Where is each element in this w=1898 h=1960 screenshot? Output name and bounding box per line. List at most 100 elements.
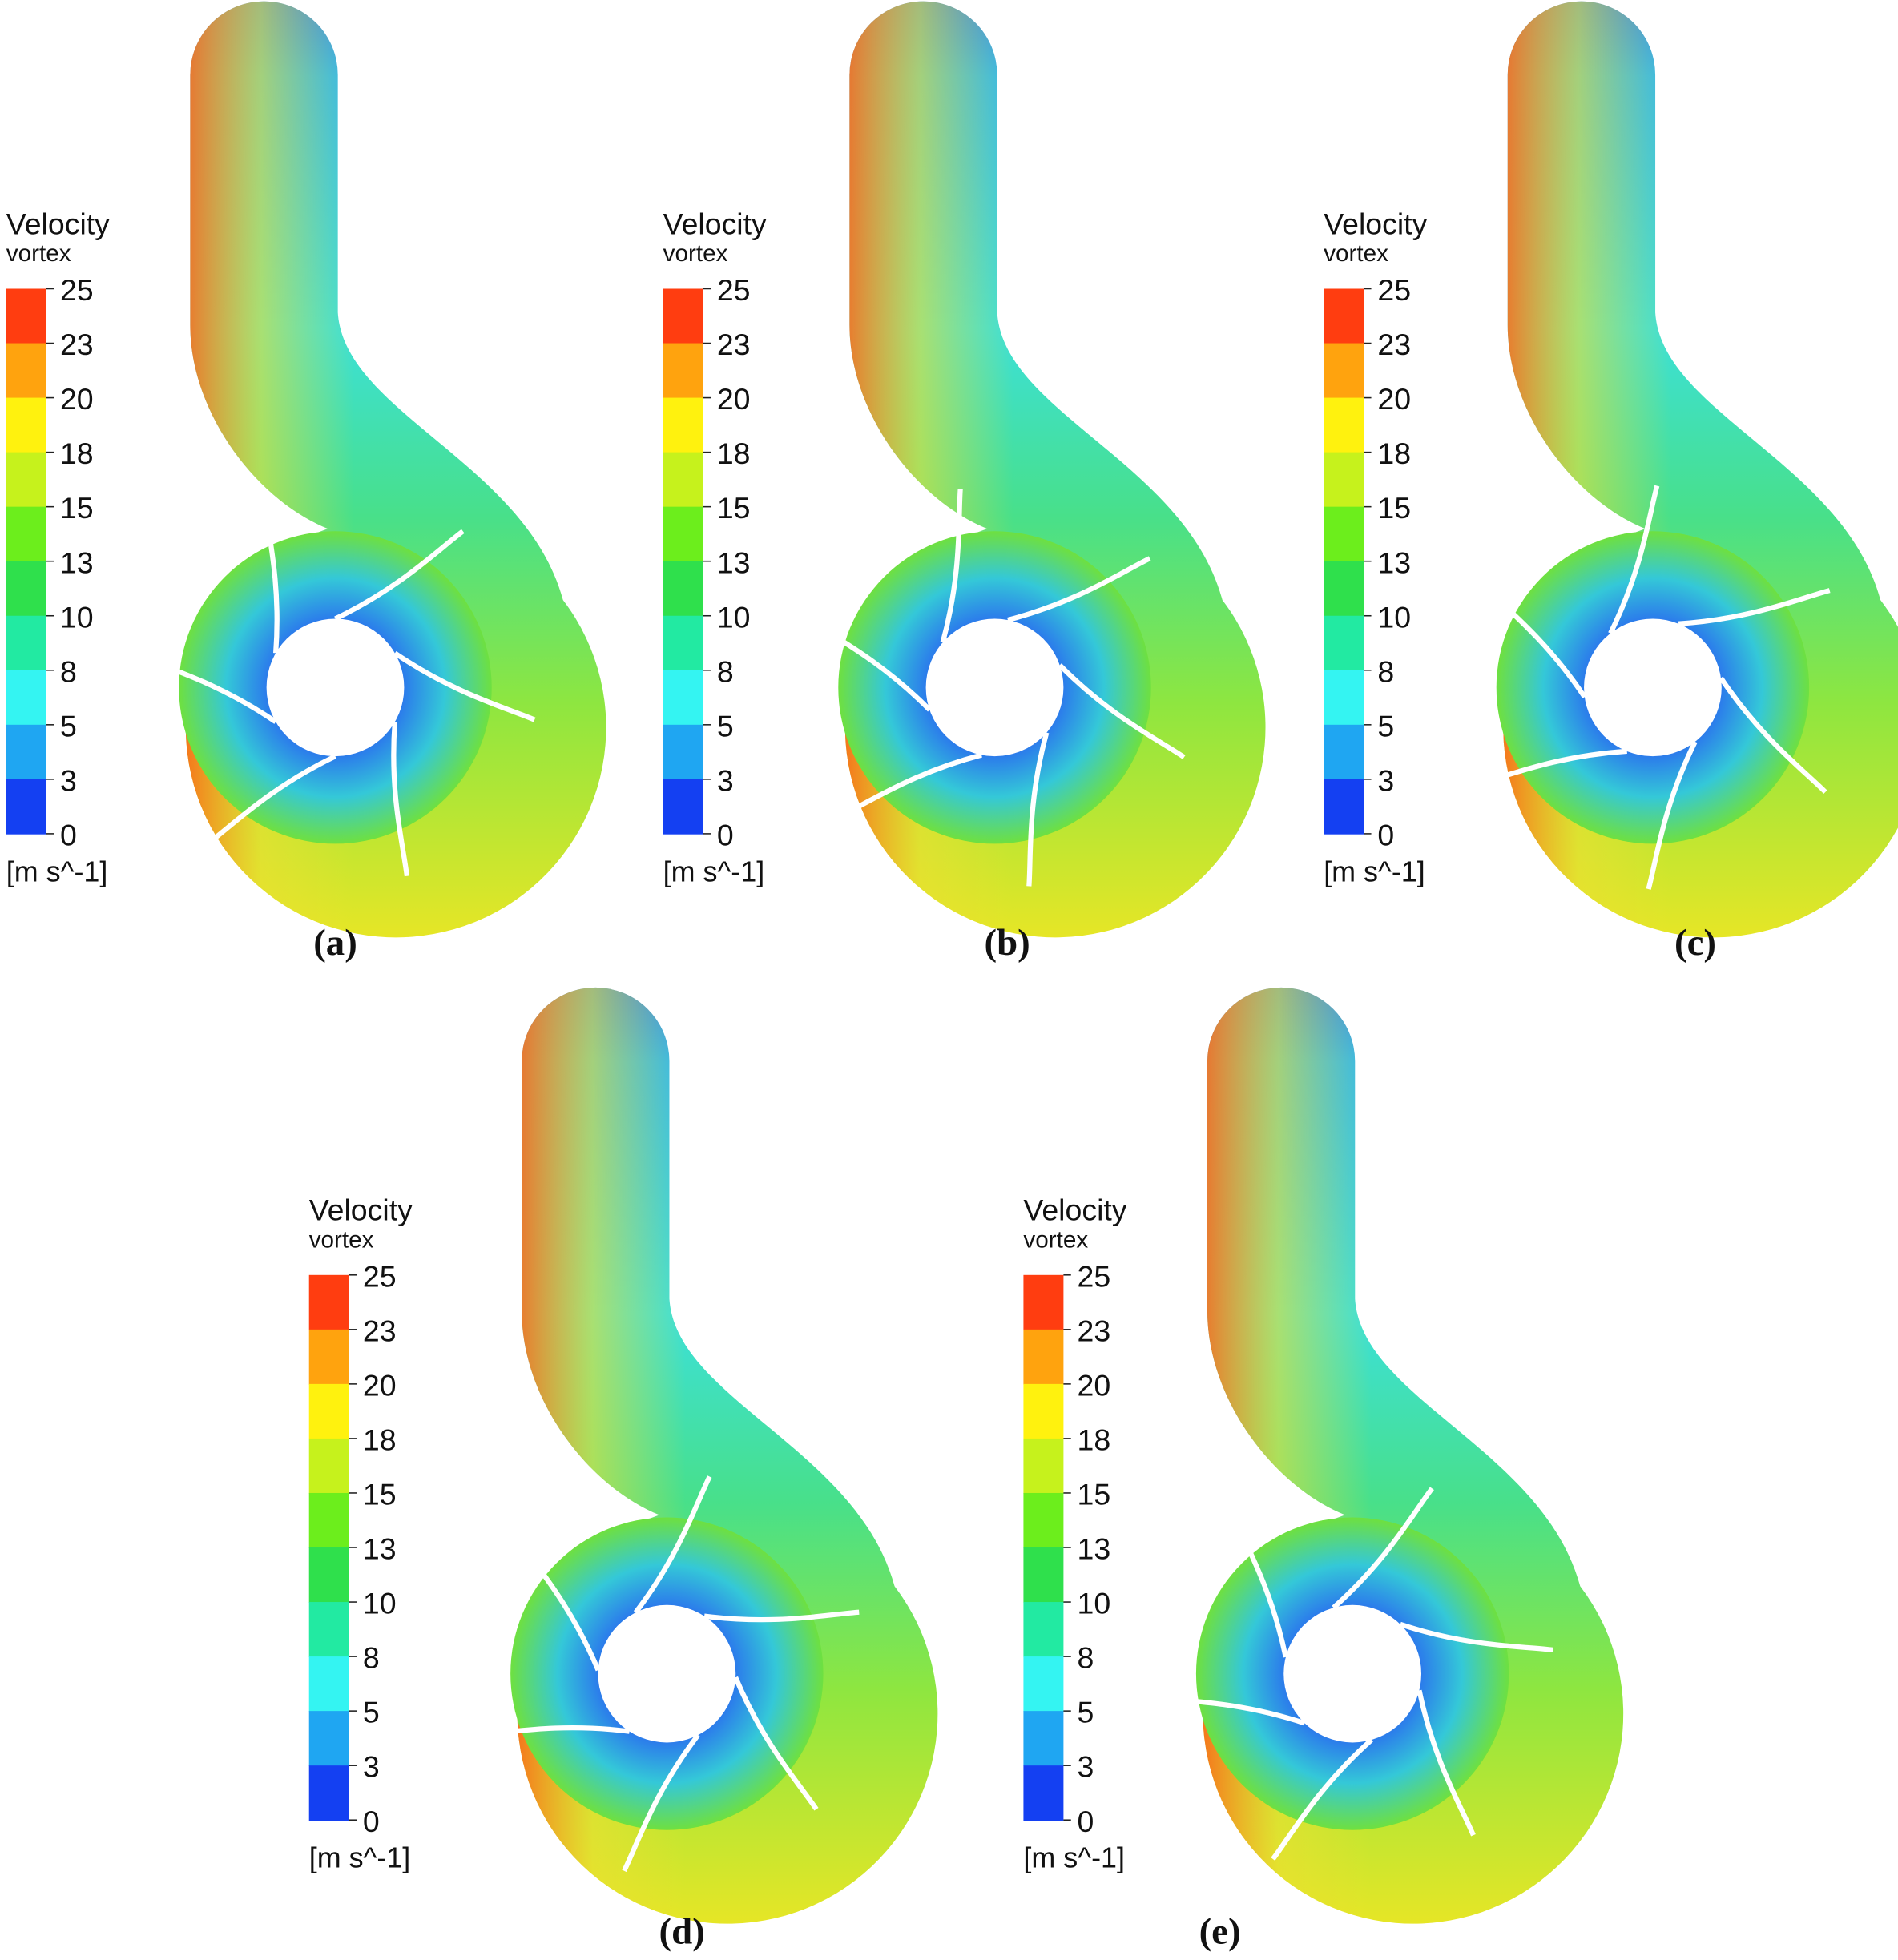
colorbar-segment: [663, 670, 703, 726]
colorbar-tick-label: 20: [60, 382, 94, 416]
blade: [622, 1733, 700, 1873]
colorbar-tick-label: 18: [717, 437, 751, 470]
colorbar-tick-label: 25: [60, 273, 94, 307]
colorbar-segment: [308, 1492, 349, 1548]
colorbar-tick-label: 5: [1078, 1696, 1094, 1729]
blade: [1007, 556, 1151, 623]
colorbar-tick-label: 15: [60, 491, 94, 525]
colorbar-segment: [308, 1274, 349, 1330]
colorbar-segment: [663, 561, 703, 617]
colorbar-segment: [1324, 397, 1364, 453]
colorbar-tick-label: 10: [60, 600, 94, 634]
legend-title: Velocity: [1023, 1193, 1126, 1227]
blade: [1058, 663, 1186, 759]
colorbar-tick-label: 13: [363, 1532, 397, 1566]
colorbar-tick-label: 15: [1377, 491, 1411, 525]
colorbar-segment: [663, 724, 703, 780]
colorbar-tick-label: 5: [717, 709, 734, 743]
blade: [1399, 1621, 1553, 1652]
blade: [633, 1475, 712, 1615]
legend-unit: [m s^-1]: [1023, 1842, 1125, 1874]
legend-unit: [m s^-1]: [663, 855, 765, 887]
legend-subtitle: vortex: [6, 240, 71, 267]
colorbar-tick-label: 3: [1377, 763, 1394, 797]
legend-title: Velocity: [309, 1193, 413, 1227]
colorbar-segment: [1023, 1274, 1064, 1330]
colorbar-tick-label: 15: [717, 491, 751, 525]
blade: [1416, 1689, 1476, 1837]
colorbar-segment: [1023, 1602, 1064, 1657]
blade: [393, 650, 536, 722]
colorbar-tick-label: 20: [1078, 1368, 1111, 1402]
blade: [804, 615, 932, 712]
colorbar-segment: [6, 506, 46, 562]
colorbar-segment: [6, 561, 46, 617]
colorbar-segment: [1023, 1438, 1064, 1494]
blade: [1719, 676, 1827, 795]
colorbar-segment: [663, 452, 703, 508]
colorbar-segment: [308, 1602, 349, 1657]
legend-subtitle: vortex: [309, 1226, 374, 1253]
blade: [733, 1676, 819, 1811]
colorbar-segment: [1324, 724, 1364, 780]
colorbar-segment: [1023, 1656, 1064, 1712]
colorbar-segment: [308, 1438, 349, 1494]
colorbar-segment: [663, 615, 703, 671]
panel-label: (a): [313, 922, 357, 964]
colorbar-segment: [1023, 1711, 1064, 1766]
panel-label: (b): [984, 922, 1030, 964]
colorbar-segment: [663, 397, 703, 453]
blade: [515, 1536, 601, 1672]
colorbar-segment: [308, 1765, 349, 1821]
colorbar-tick-label: 25: [363, 1259, 397, 1293]
blade: [391, 722, 410, 877]
colorbar-tick-label: 3: [1078, 1750, 1094, 1784]
pump-contour: [135, 1, 606, 938]
legend-title: Velocity: [6, 207, 110, 240]
colorbar-tick-label: 23: [1377, 328, 1411, 361]
colorbar-tick-label: 10: [1377, 600, 1411, 634]
blade: [1608, 485, 1660, 635]
colorbar-tick-label: 0: [363, 1805, 380, 1838]
colorbar-segment: [1324, 452, 1364, 508]
colorbar-segment: [6, 670, 46, 726]
colorbar-tick-label: 25: [717, 273, 751, 307]
colorbar-segment: [663, 343, 703, 399]
colorbar-segment: [6, 452, 46, 508]
colorbar-tick-label: 8: [1078, 1641, 1094, 1675]
colorbar-segment: [308, 1656, 349, 1712]
colorbar-tick-label: 8: [60, 654, 77, 688]
blade: [703, 1609, 860, 1623]
panel-label: (d): [659, 1911, 704, 1953]
colorbar-segment: [1023, 1383, 1064, 1439]
colorbar-tick-label: 23: [717, 328, 751, 361]
colorbar-tick-label: 25: [1078, 1259, 1111, 1293]
colorbar-segment: [6, 615, 46, 671]
colorbar-tick-label: 8: [363, 1641, 380, 1675]
blade: [1646, 740, 1698, 890]
blade: [1475, 748, 1627, 787]
legend-unit: [m s^-1]: [6, 855, 108, 887]
blade: [1271, 1737, 1373, 1861]
legend-unit: [m s^-1]: [309, 1842, 411, 1874]
colorbar-segment: [6, 288, 46, 344]
pump-contour: [474, 987, 938, 1924]
legend-title: Velocity: [1324, 207, 1427, 240]
colorbar-tick-label: 18: [60, 437, 94, 470]
colorbar-tick-label: 0: [1078, 1805, 1094, 1838]
colorbar-segment: [1324, 343, 1364, 399]
colorbar-segment: [663, 506, 703, 562]
blade: [474, 1725, 630, 1738]
colorbar-segment: [6, 397, 46, 453]
blade: [135, 653, 277, 724]
colorbar-segment: [6, 724, 46, 780]
colorbar-tick-label: 13: [1078, 1532, 1111, 1566]
blade: [1026, 731, 1050, 887]
colorbar-segment: [308, 1329, 349, 1385]
blade: [1151, 1695, 1306, 1726]
colorbar-segment: [308, 1547, 349, 1603]
colorbar-segment: [6, 779, 46, 835]
